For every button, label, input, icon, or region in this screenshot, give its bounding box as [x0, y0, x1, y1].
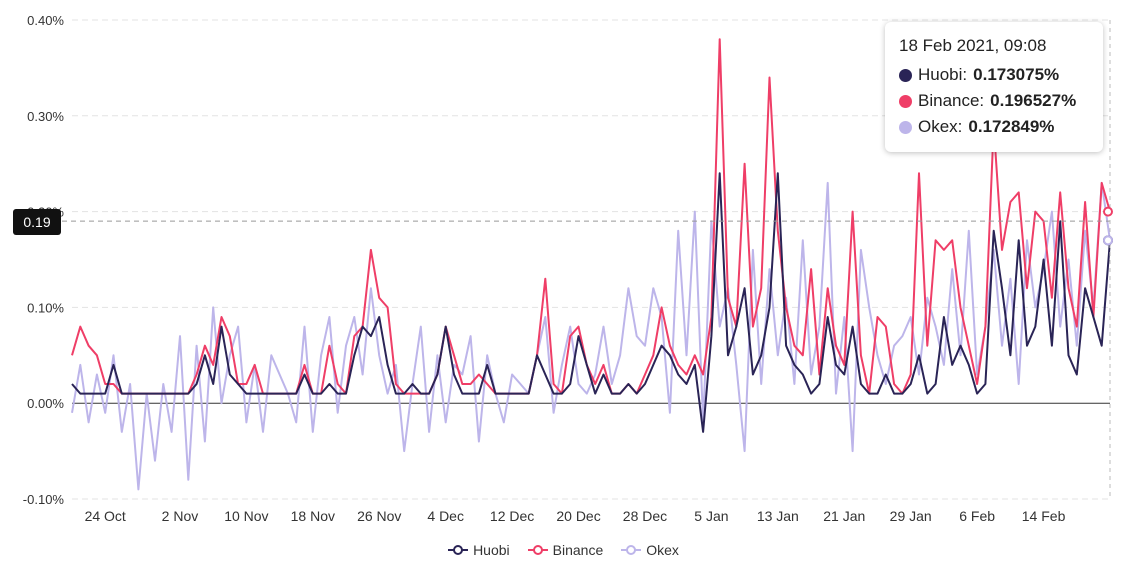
huobi-dot-icon	[899, 68, 912, 82]
legend-label: Okex	[646, 542, 679, 558]
tooltip-value: 0.172849%	[968, 117, 1055, 136]
legend-item-huobi[interactable]: Huobi	[448, 542, 510, 558]
series-end-marker-binance	[1103, 206, 1113, 217]
funding-rate-chart[interactable]: 0.40%0.30%0.20%0.10%0.00%-0.10% 24 Oct2 …	[0, 0, 1127, 540]
y-tick-label: -0.10%	[23, 492, 65, 507]
okex-dot-icon	[899, 120, 912, 134]
x-tick-label: 13 Jan	[757, 508, 799, 524]
crosshair-value-label: 0.19	[13, 209, 61, 235]
legend-line-icon	[621, 545, 642, 555]
x-tick-label: 6 Feb	[959, 508, 995, 524]
x-tick-label: 20 Dec	[556, 508, 600, 524]
crosshair	[62, 20, 1113, 499]
x-tick-label: 26 Nov	[357, 508, 401, 524]
x-tick-label: 10 Nov	[224, 508, 268, 524]
tooltip-value: 0.196527%	[990, 91, 1077, 110]
legend-line-icon	[527, 545, 548, 555]
x-tick-label: 12 Dec	[490, 508, 534, 524]
tooltip-label: Okex:	[918, 117, 963, 136]
y-tick-label: 0.10%	[27, 300, 64, 315]
tooltip-row-huobi: Huobi: 0.173075%	[899, 62, 1089, 88]
y-tick-label: 0.30%	[27, 109, 64, 124]
series-line-binance	[71, 38, 1111, 395]
x-tick-label: 5 Jan	[694, 508, 728, 524]
series-line-huobi	[71, 172, 1111, 433]
x-tick-label: 24 Oct	[85, 508, 126, 524]
legend-line-icon	[448, 545, 469, 555]
tooltip-label: Binance:	[918, 91, 985, 110]
legend-item-okex[interactable]: Okex	[621, 542, 679, 558]
tooltip: 18 Feb 2021, 09:08 Huobi: 0.173075% Bina…	[885, 22, 1103, 152]
x-tick-label: 29 Jan	[890, 508, 932, 524]
tooltip-row-okex: Okex: 0.172849%	[899, 114, 1089, 140]
x-tick-label: 28 Dec	[623, 508, 667, 524]
legend: Huobi Binance Okex	[0, 542, 1127, 558]
x-tick-label: 21 Jan	[823, 508, 865, 524]
legend-item-binance[interactable]: Binance	[527, 542, 604, 558]
binance-dot-icon	[899, 94, 912, 108]
x-tick-label: 18 Nov	[291, 508, 335, 524]
legend-label: Binance	[552, 542, 604, 558]
tooltip-label: Huobi:	[918, 65, 968, 84]
x-axis-ticks: 24 Oct 2 Nov 10 Nov 18 Nov 26 Nov 4 Dec 12 Dec…	[85, 508, 1066, 524]
series-lines	[71, 38, 1111, 491]
y-tick-label: 0.00%	[27, 396, 64, 411]
x-tick-label: 2 Nov	[162, 508, 199, 524]
x-tick-label: 14 Feb	[1022, 508, 1066, 524]
tooltip-row-binance: Binance: 0.196527%	[899, 88, 1089, 114]
legend-label: Huobi	[473, 542, 510, 558]
y-tick-label: 0.40%	[27, 13, 64, 28]
x-tick-label: 4 Dec	[427, 508, 464, 524]
series-line-okex	[71, 181, 1111, 491]
tooltip-value: 0.173075%	[973, 65, 1060, 84]
y-axis-ticks: 0.40%0.30%0.20%0.10%0.00%-0.10%	[23, 13, 65, 507]
series-end-marker-okex	[1103, 235, 1113, 246]
tooltip-title: 18 Feb 2021, 09:08	[899, 36, 1047, 55]
